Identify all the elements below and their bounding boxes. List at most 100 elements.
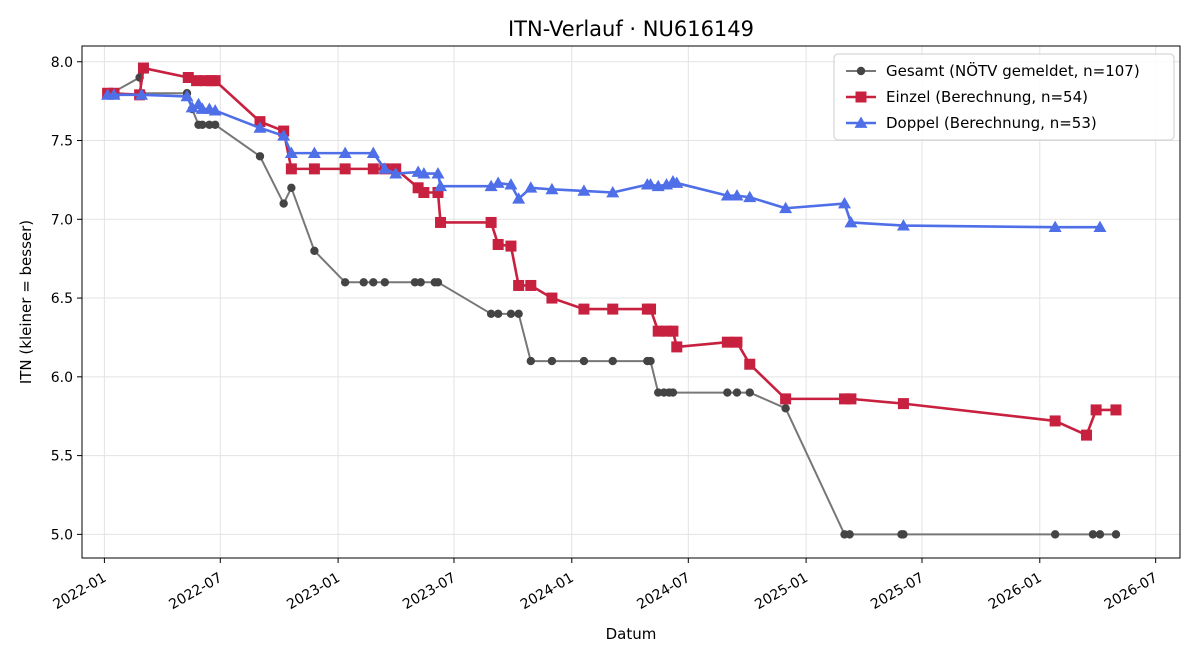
data-point <box>1093 220 1107 233</box>
data-point <box>205 120 214 129</box>
y-tick-label: 5.0 <box>51 527 73 543</box>
data-point <box>389 167 403 179</box>
data-point <box>199 75 211 87</box>
data-point <box>491 176 505 188</box>
data-point <box>307 146 321 159</box>
data-point <box>209 75 221 87</box>
data-point <box>185 100 199 113</box>
y-tick-label: 7.0 <box>51 212 73 228</box>
data-point <box>547 356 557 366</box>
data-point <box>485 216 497 228</box>
data-point <box>1110 404 1122 416</box>
data-point <box>660 178 674 190</box>
data-point <box>546 292 558 304</box>
data-point <box>845 530 854 539</box>
data-point <box>338 146 352 159</box>
data-point <box>721 336 733 348</box>
plot-frame <box>81 45 1181 559</box>
data-point <box>743 190 757 203</box>
x-axis-label: Datum <box>606 625 657 643</box>
series-layer <box>101 62 1122 539</box>
data-point <box>484 179 498 192</box>
data-point <box>781 404 790 413</box>
data-point <box>308 163 320 175</box>
data-point <box>137 62 149 74</box>
legend: Gesamt (NÖTV gemeldet, n=107) Einzel (Ber… <box>833 53 1175 141</box>
data-point <box>339 163 351 175</box>
data-point <box>525 279 537 291</box>
data-point <box>577 184 591 196</box>
data-point <box>340 278 350 287</box>
data-point <box>431 167 445 179</box>
legend-item: Doppel (Berechnung, n=53) <box>846 114 1097 132</box>
data-point <box>668 388 678 397</box>
data-point <box>287 183 296 192</box>
data-point <box>844 215 858 228</box>
legend-item: Einzel (Berechnung, n=54) <box>846 88 1088 106</box>
data-point <box>369 278 378 287</box>
series-triangle <box>101 88 1107 233</box>
data-point <box>670 176 684 188</box>
data-point <box>720 189 734 201</box>
data-point <box>191 75 203 87</box>
data-point <box>432 187 444 199</box>
legend-item: Gesamt (NÖTV gemeldet, n=107) <box>846 61 1140 80</box>
data-point <box>897 398 909 410</box>
y-tick-label: 7.5 <box>51 134 73 150</box>
data-point <box>433 278 443 287</box>
data-point <box>524 181 538 193</box>
data-point <box>493 309 503 319</box>
data-point <box>1090 404 1102 416</box>
data-point <box>505 240 517 252</box>
data-point <box>410 278 420 287</box>
data-point <box>180 89 194 102</box>
y-tick-label: 6.5 <box>51 291 73 307</box>
data-point <box>1050 530 1060 539</box>
data-point <box>513 279 525 291</box>
data-point <box>779 201 793 214</box>
data-point <box>366 146 380 159</box>
data-point <box>1081 429 1093 441</box>
data-point <box>367 163 379 175</box>
data-point <box>578 303 590 315</box>
data-point <box>418 187 430 199</box>
data-point <box>417 167 431 179</box>
data-point <box>545 182 559 195</box>
data-point <box>1088 530 1098 539</box>
data-point <box>645 303 657 315</box>
data-point <box>1048 220 1062 233</box>
data-point <box>512 192 526 204</box>
data-point <box>210 120 220 129</box>
data-point <box>744 358 756 370</box>
data-point <box>1095 530 1105 539</box>
data-point <box>730 189 744 201</box>
data-point <box>359 278 368 287</box>
data-point <box>310 246 319 255</box>
data-point <box>839 393 851 405</box>
data-point <box>654 388 663 397</box>
y-tick-label: 6.0 <box>51 370 73 386</box>
data-point <box>506 309 516 319</box>
data-point <box>644 178 658 190</box>
data-point <box>284 146 298 159</box>
data-point <box>107 88 121 100</box>
legend-box <box>833 53 1175 141</box>
y-tick-label: 8.0 <box>51 55 73 71</box>
data-point <box>434 179 448 192</box>
data-point <box>652 325 664 337</box>
data-point <box>845 393 857 405</box>
legend-label: Doppel (Berechnung, n=53) <box>886 114 1097 132</box>
data-point <box>606 186 620 198</box>
data-point <box>667 325 679 337</box>
data-point <box>435 216 447 228</box>
data-point <box>579 356 589 366</box>
data-point <box>838 197 852 209</box>
data-point <box>285 163 297 175</box>
data-point <box>277 129 291 141</box>
data-point <box>378 162 392 174</box>
y-axis-label: ITN (kleiner = besser) <box>17 220 35 384</box>
data-point <box>646 356 655 366</box>
legend-marker <box>854 116 868 128</box>
legend-marker <box>856 66 866 76</box>
